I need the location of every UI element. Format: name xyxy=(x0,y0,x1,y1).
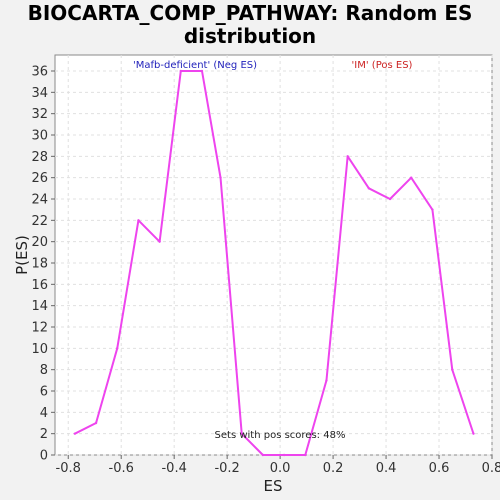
data-point xyxy=(410,176,413,179)
series-line xyxy=(74,70,475,456)
data-point xyxy=(200,69,204,73)
data-point xyxy=(472,432,475,435)
y-tick-label: 18 xyxy=(31,257,48,272)
x-tick-label: 0.8 xyxy=(482,461,500,476)
y-tick-label: 6 xyxy=(40,385,48,400)
y-tick-label: 22 xyxy=(31,214,48,229)
chart-title-line-2: distribution xyxy=(184,24,316,48)
y-tick-label: 26 xyxy=(31,171,48,186)
chart-title-line-1: BIOCARTA_COMP_PATHWAY: Random ES xyxy=(28,1,473,25)
x-tick-label: -0.4 xyxy=(161,461,186,476)
data-point xyxy=(346,155,349,158)
y-tick-label: 14 xyxy=(31,299,48,314)
data-point xyxy=(137,219,140,222)
y-tick-label: 28 xyxy=(31,150,48,165)
y-tick-label: 24 xyxy=(31,193,48,208)
x-tick-label: 0.2 xyxy=(323,461,344,476)
grid xyxy=(55,55,493,456)
data-point xyxy=(304,453,307,457)
y-axis-label: P(ES) xyxy=(13,235,31,275)
y-tick-label: 16 xyxy=(31,278,48,293)
y-tick-label: 2 xyxy=(40,427,48,442)
annotation-pos-score: Sets with pos scores: 48% xyxy=(215,430,346,441)
data-point xyxy=(431,208,434,211)
data-point xyxy=(158,240,161,243)
x-tick-label: 0.4 xyxy=(376,461,397,476)
y-tick-label: 36 xyxy=(31,65,48,80)
x-tick-label: 0.0 xyxy=(270,461,291,476)
x-axis-label: ES xyxy=(264,477,283,495)
y-tick-label: 34 xyxy=(31,86,48,101)
y-tick-label: 20 xyxy=(31,235,48,250)
x-tick-label: -0.2 xyxy=(214,461,239,476)
y-tick-label: 12 xyxy=(31,321,48,336)
data-point xyxy=(179,69,183,73)
series xyxy=(73,69,475,457)
data-point xyxy=(388,197,392,201)
y-tick-label: 32 xyxy=(31,107,48,122)
plot-area xyxy=(54,54,493,456)
data-point xyxy=(325,379,328,382)
data-point xyxy=(73,432,77,435)
x-tick-label: -0.8 xyxy=(56,461,81,476)
y-tick-label: 4 xyxy=(40,406,48,421)
data-point xyxy=(94,421,98,425)
data-point xyxy=(240,432,243,435)
y-tick-label: 8 xyxy=(40,363,48,378)
data-point xyxy=(451,368,454,371)
data-point xyxy=(261,453,265,457)
y-tick-label: 30 xyxy=(31,129,48,144)
x-tick-label: 0.6 xyxy=(429,461,450,476)
annotation-neg-es: 'Mafb-deficient' (Neg ES) xyxy=(133,60,257,71)
annotation-pos-es: 'IM' (Pos ES) xyxy=(352,60,413,71)
data-point xyxy=(219,176,222,179)
data-point xyxy=(367,187,371,190)
y-tick-label: 10 xyxy=(31,342,48,357)
data-point xyxy=(116,347,119,350)
x-tick-label: -0.6 xyxy=(109,461,134,476)
y-tick-label: 0 xyxy=(40,449,48,464)
data-point xyxy=(282,453,286,457)
x-axis: -0.8 -0.6 -0.4 -0.2 0.0 0.2 0.4 0.6 0.8 xyxy=(56,455,500,476)
